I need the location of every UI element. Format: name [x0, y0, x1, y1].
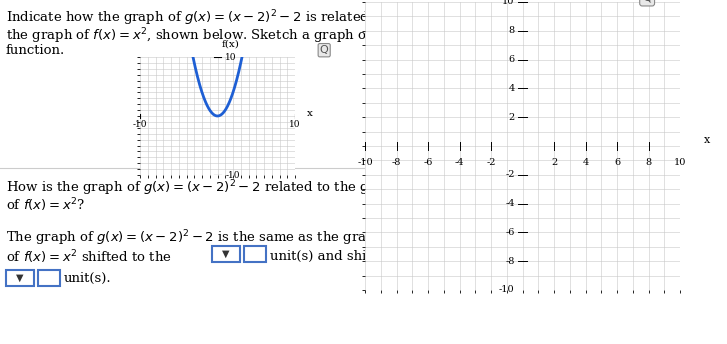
Text: unit(s).: unit(s). [64, 271, 112, 284]
Text: -8: -8 [505, 257, 515, 266]
Text: -10: -10 [225, 171, 240, 180]
Text: -2: -2 [486, 158, 496, 167]
Text: 6: 6 [508, 55, 515, 64]
Text: 2: 2 [551, 158, 557, 167]
Text: 4: 4 [582, 158, 589, 167]
Text: unit(s) and shifted: unit(s) and shifted [270, 249, 393, 262]
Text: Indicate how the graph of $\mathit{g}(x) = (x-2)^2-2$ is related to: Indicate how the graph of $\mathit{g}(x)… [6, 8, 387, 28]
Bar [212, 246, 240, 262]
Text: function.: function. [6, 44, 65, 57]
Text: How is the graph of $\mathit{g}(x) = (x-2)^2-2$ related to the graph: How is the graph of $\mathit{g}(x) = (x-… [6, 178, 401, 197]
Text: -10: -10 [133, 120, 148, 129]
Text: 10: 10 [674, 158, 686, 167]
Text: -6: -6 [505, 228, 515, 237]
Text: The graph of $\mathit{g}(x) = (x-2)^2-2$ is the same as the graph: The graph of $\mathit{g}(x) = (x-2)^2-2$… [6, 228, 384, 248]
Text: 8: 8 [646, 158, 651, 167]
Text: 10: 10 [225, 53, 237, 62]
Text: ▼: ▼ [222, 249, 230, 259]
Text: -2: -2 [505, 170, 515, 179]
Text: -6: -6 [423, 158, 433, 167]
Text: 2: 2 [508, 113, 515, 122]
Text: Q: Q [642, 0, 652, 3]
Bar [244, 246, 266, 262]
Text: the graph of $\mathit{f}(x) = x^2$, shown below. Sketch a graph of the: the graph of $\mathit{f}(x) = x^2$, show… [6, 26, 398, 46]
Text: Q: Q [320, 45, 329, 55]
Text: 10: 10 [502, 0, 515, 7]
Text: -4: -4 [455, 158, 465, 167]
Text: x: x [704, 135, 710, 145]
Text: 8: 8 [508, 26, 515, 35]
Text: -8: -8 [392, 158, 401, 167]
Bar [6, 270, 34, 286]
Bar [38, 270, 60, 286]
Text: 10: 10 [289, 120, 301, 129]
Text: 6: 6 [614, 158, 620, 167]
Text: of $\mathit{f}(x) = x^2$?: of $\mathit{f}(x) = x^2$? [6, 196, 85, 214]
Text: ▼: ▼ [16, 273, 24, 283]
Text: -4: -4 [505, 199, 515, 208]
Text: x: x [307, 109, 313, 118]
Text: -10: -10 [499, 286, 515, 294]
Text: 4: 4 [508, 84, 515, 93]
Text: f(x): f(x) [222, 39, 239, 48]
Text: of $\mathit{f}(x) = x^2$ shifted to the: of $\mathit{f}(x) = x^2$ shifted to the [6, 248, 172, 266]
Text: -10: -10 [357, 158, 373, 167]
